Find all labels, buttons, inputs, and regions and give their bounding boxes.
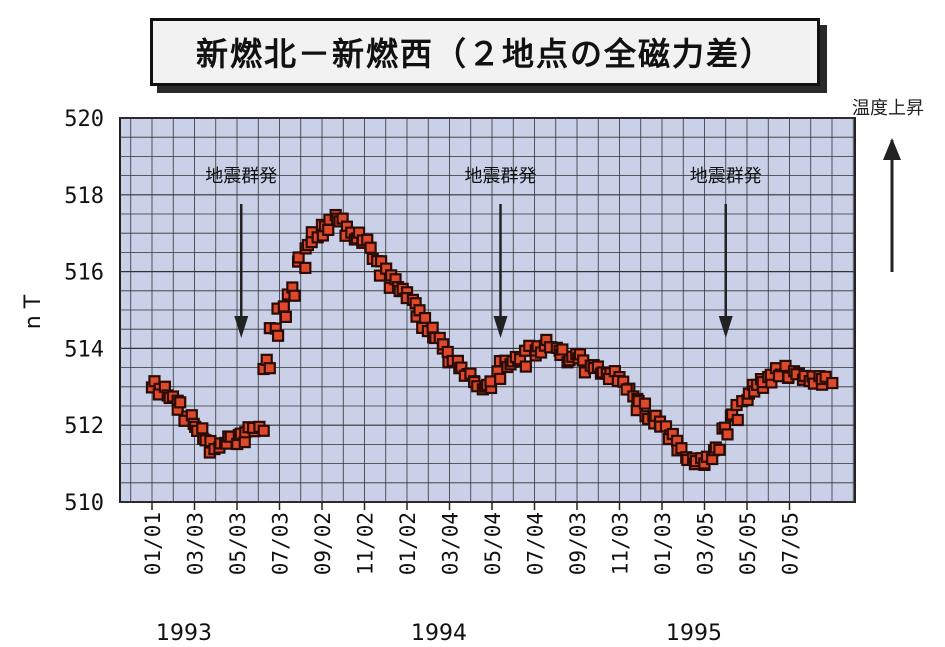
y-tick-label: 510 — [64, 491, 104, 516]
data-point — [196, 422, 209, 435]
data-point — [174, 396, 187, 409]
data-point — [620, 383, 633, 396]
x-tick-label: 07/03 — [269, 512, 293, 575]
x-tick-label: 05/05 — [736, 512, 760, 575]
y-axis-ticks: 510 512 514 516 518 520 — [64, 107, 104, 516]
down-arrow-icon — [493, 316, 508, 338]
annotation-label: 地震群発 — [690, 166, 762, 187]
data-point — [322, 223, 335, 237]
x-tick-label: 05/03 — [226, 512, 250, 575]
data-point — [263, 362, 276, 375]
data-point — [288, 289, 301, 302]
x-tick-label: 07/05 — [779, 512, 803, 575]
data-point — [826, 376, 839, 390]
y-tick-label: 518 — [64, 184, 104, 209]
data-point — [418, 311, 432, 325]
y-tick-label: 514 — [64, 337, 104, 362]
y-axis-label: n T — [21, 294, 46, 329]
x-tick-label: 07/04 — [524, 512, 548, 575]
x-tick-label: 03/04 — [439, 512, 463, 575]
data-point — [364, 241, 377, 254]
year-label: 1995 — [666, 621, 722, 646]
y-tick-label: 512 — [64, 414, 104, 439]
data-point — [731, 413, 744, 427]
x-tick-label: 11/03 — [609, 512, 633, 575]
down-arrow-icon — [718, 316, 733, 338]
year-labels: 1993 1994 1995 — [156, 621, 722, 646]
data-point — [257, 424, 270, 437]
y-tick-label: 520 — [64, 107, 104, 132]
data-point — [299, 261, 312, 274]
data-point — [713, 443, 726, 456]
data-point — [373, 269, 387, 282]
annotation-label: 地震群発 — [205, 166, 277, 187]
x-tick-label: 03/03 — [184, 512, 208, 575]
annotations: 地震群発 地震群発 地震群発 — [205, 166, 762, 338]
data-point — [277, 300, 290, 313]
x-tick-label: 05/04 — [481, 512, 505, 575]
year-label: 1993 — [156, 621, 212, 646]
x-tick-label: 11/02 — [354, 512, 378, 575]
data-point — [271, 329, 285, 342]
data-point — [238, 436, 251, 449]
data-point — [638, 397, 652, 410]
data-point — [556, 343, 569, 356]
data-point — [721, 428, 734, 441]
data-point — [279, 310, 292, 324]
annotation-label: 地震群発 — [465, 166, 537, 187]
down-arrow-icon — [234, 316, 249, 338]
x-tick-label: 01/02 — [396, 512, 420, 575]
x-tick-label: 03/05 — [694, 512, 718, 575]
up-arrow-head-icon — [883, 138, 901, 160]
x-tick-label: 01/01 — [141, 512, 165, 575]
data-point — [494, 372, 507, 386]
data-points — [145, 208, 839, 472]
year-label: 1994 — [411, 621, 467, 646]
y-tick-label: 516 — [64, 261, 104, 286]
data-point — [426, 321, 439, 334]
chart-title: 新燃北－新燃西（２地点の全磁力差） — [150, 18, 820, 86]
data-point — [484, 375, 497, 388]
x-tick-label: 09/02 — [311, 512, 335, 575]
side-label: 温度上昇 — [852, 98, 924, 119]
data-point — [519, 360, 532, 373]
data-point — [819, 370, 832, 383]
data-point — [292, 251, 305, 264]
x-axis-ticks: 01/01 03/03 05/03 07/03 09/02 11/02 01/02 03/04… — [141, 502, 803, 575]
x-tick-label: 09/03 — [566, 512, 590, 575]
x-tick-label: 01/03 — [651, 512, 675, 575]
